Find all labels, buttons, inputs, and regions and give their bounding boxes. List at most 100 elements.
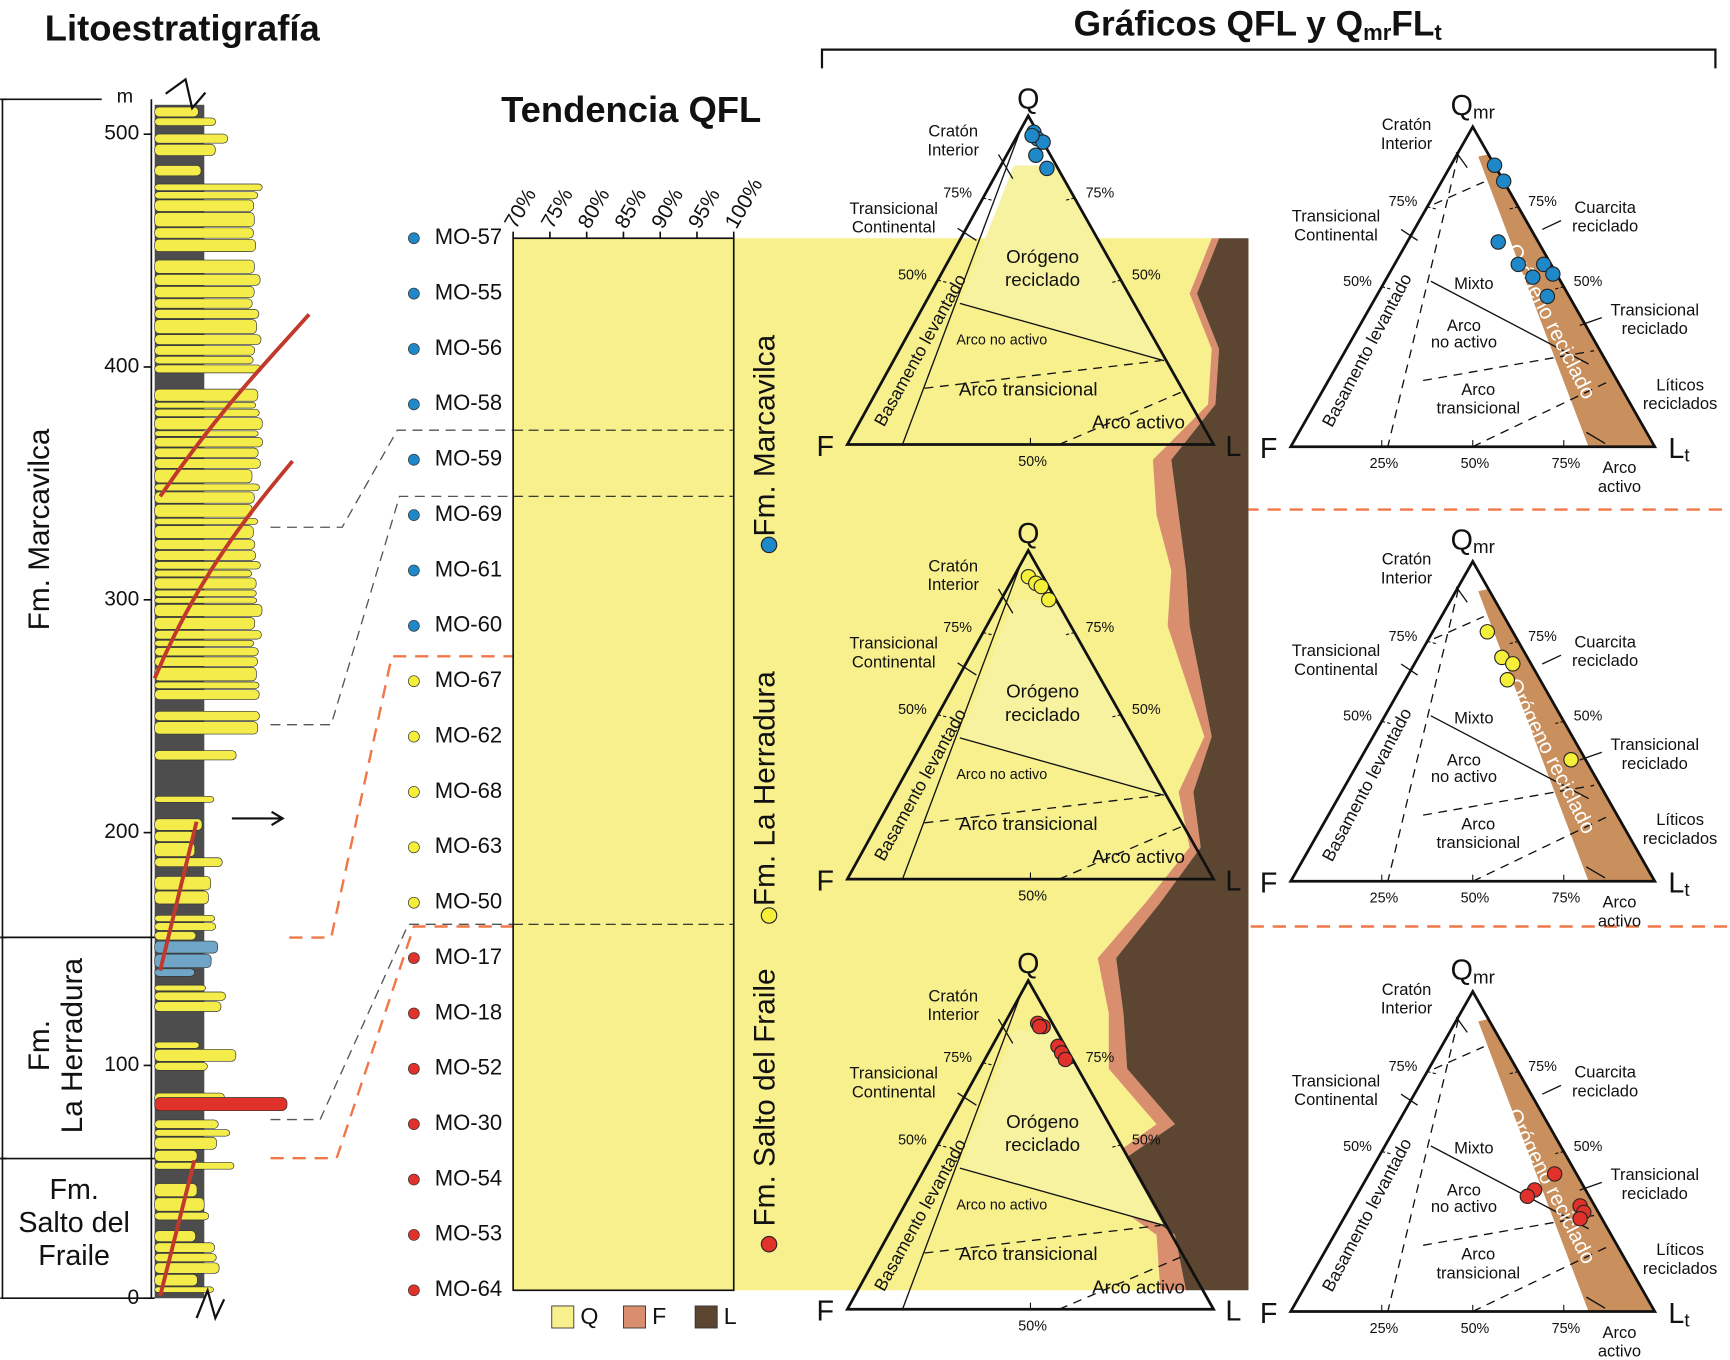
field-label: Interior — [928, 140, 980, 159]
apex-label: F — [817, 430, 835, 462]
bed — [154, 1262, 220, 1274]
apex-label: Lt — [1668, 433, 1690, 466]
field-label: reciclado — [1005, 1134, 1080, 1155]
bed — [154, 504, 253, 518]
field-label: reciclados — [1643, 1259, 1717, 1278]
field-line — [957, 1092, 977, 1106]
field-label: Interior — [1381, 134, 1433, 153]
bed — [154, 604, 263, 617]
apex-label: F — [817, 865, 835, 897]
apex-label: F — [1260, 433, 1278, 465]
field-label: Transicional — [1610, 300, 1699, 319]
field-label: Arco — [1461, 1245, 1495, 1264]
field-line — [901, 129, 1022, 445]
field-line — [1400, 1093, 1418, 1106]
tick-mark — [1065, 632, 1075, 636]
apex-label: Lt — [1668, 1297, 1690, 1330]
data-point — [1057, 1051, 1074, 1068]
field-label: Arco no activo — [956, 767, 1047, 783]
field-label: Interior — [1381, 568, 1433, 587]
bed — [154, 133, 229, 144]
legend-swatch — [694, 1305, 718, 1329]
red-bed — [154, 1097, 288, 1112]
data-point — [1536, 256, 1552, 273]
legend-label: F — [652, 1303, 666, 1329]
field-label: reciclado — [1572, 651, 1638, 670]
apex-label: L — [1225, 865, 1241, 897]
sample-dot — [408, 564, 420, 577]
bed — [154, 984, 206, 992]
trend-title: Tendencia QFL — [501, 89, 761, 130]
bed — [154, 1062, 208, 1071]
bed — [154, 550, 256, 561]
field-label: Mixto — [1454, 709, 1494, 728]
tick-mark — [1111, 279, 1122, 283]
apex-label: L — [1225, 1295, 1241, 1327]
field-label: Continental — [1294, 1090, 1378, 1109]
field-label: Orógeno — [1006, 681, 1079, 702]
field-line — [924, 1224, 1161, 1254]
formation-label: Fm. La Herradura — [749, 671, 782, 906]
bed — [154, 408, 260, 417]
bed — [154, 630, 262, 640]
tick-label: 25% — [1370, 891, 1399, 907]
fault-arrow — [231, 810, 285, 826]
field-line — [959, 737, 1165, 796]
tick-label: 75% — [1086, 185, 1115, 201]
data-point — [1499, 672, 1516, 688]
bed — [154, 319, 257, 334]
break-symbol — [195, 1287, 226, 1322]
formation-label: Fm. Marcavilca — [23, 428, 56, 630]
field-line — [1423, 350, 1595, 382]
data-point — [1546, 1166, 1563, 1182]
bed — [154, 483, 260, 492]
field-line — [1586, 431, 1606, 444]
bed — [154, 1197, 205, 1212]
tick-mark — [1427, 1071, 1437, 1075]
tick-label: 75% — [943, 1050, 972, 1066]
bed — [154, 721, 259, 735]
tick-label: 75% — [1552, 1321, 1581, 1337]
field-label: activo — [1598, 477, 1641, 496]
data-point — [1563, 752, 1579, 768]
tick-mark — [982, 632, 992, 636]
bed — [154, 922, 217, 931]
apex-main: F — [817, 1295, 835, 1327]
bed — [154, 355, 254, 365]
tick-label: 50% — [1461, 1321, 1490, 1337]
bed — [154, 1136, 217, 1150]
data-point — [1505, 656, 1521, 672]
orogen-band — [1478, 154, 1655, 447]
sample-label: MO-57 — [435, 224, 502, 249]
tick-mark — [1111, 1144, 1122, 1148]
bed — [154, 711, 260, 721]
sample-dot — [408, 619, 420, 632]
y-tick-label: 300 — [104, 587, 139, 610]
sample-dot — [408, 1229, 420, 1241]
tick-label: 75% — [1528, 194, 1557, 210]
field-label: Cuarcita — [1574, 1063, 1636, 1082]
field-label: Transicional — [849, 199, 938, 218]
field-line — [1541, 1084, 1562, 1095]
field-line — [1541, 654, 1562, 665]
field-label: Arco no activo — [956, 1197, 1047, 1213]
tick-label: 75% — [1086, 1050, 1115, 1066]
field-label: Arco no activo — [956, 333, 1047, 349]
field-line — [1387, 1019, 1460, 1312]
bed — [154, 796, 215, 803]
field-label: reciclados — [1643, 394, 1717, 413]
apex-main: Q — [1451, 524, 1473, 556]
field-label: Cratón — [928, 986, 978, 1005]
sample-label: MO-54 — [435, 1165, 502, 1190]
bed — [154, 1242, 215, 1253]
bed — [154, 212, 255, 228]
field-label: Arco — [1447, 750, 1481, 769]
bed — [154, 238, 256, 252]
bed — [154, 298, 253, 309]
orogen-field — [959, 600, 1164, 796]
data-point — [1495, 173, 1512, 189]
field-label: Arco transicional — [959, 378, 1098, 399]
y-tick-label: 200 — [104, 820, 139, 843]
dike — [158, 313, 311, 498]
field-label: Mixto — [1454, 1139, 1494, 1158]
